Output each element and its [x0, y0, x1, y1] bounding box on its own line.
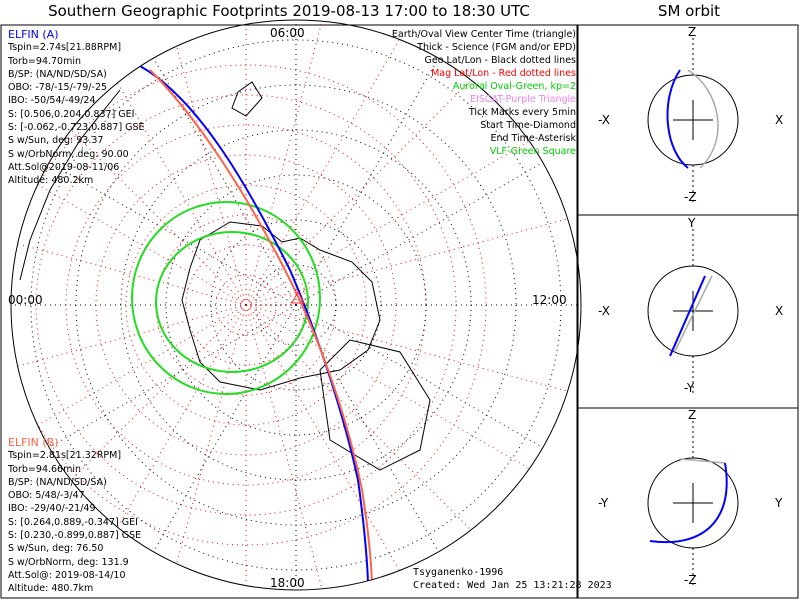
mag-longitude-line	[245, 304, 471, 530]
mag-longitude-line	[245, 304, 567, 392]
mag-longitude-line	[245, 141, 529, 306]
south-america-coastline	[19, 89, 121, 281]
info-line: S w/OrbNorm, deg: 90.00	[8, 148, 129, 160]
sm-panel-3	[647, 421, 739, 585]
sm-axis-label-left: -X	[598, 113, 610, 127]
sm-panel-1	[647, 38, 739, 202]
info-line: Torb=94.66min	[8, 463, 82, 475]
elfin-a-orbit	[649, 462, 728, 544]
legend-item: Thick - Science (FGM and/or EPD)	[417, 42, 576, 53]
view-center-triangle	[291, 290, 305, 304]
elfin-b-track	[149, 69, 373, 589]
info-line: Torb=94.70min	[8, 55, 82, 67]
legend: Earth/Oval View Center Time (triangle) T…	[392, 28, 576, 158]
info-line: IBO: -50/54/-49/24	[8, 95, 96, 107]
legend-item: Geo Lat/Lon - Black dotted lines	[424, 55, 576, 66]
elfin-b-orbit	[674, 275, 713, 352]
info-line: S: [0.230,-0.899,0.887] GSE	[8, 530, 142, 542]
geo-grid	[12, 21, 580, 589]
legend-item: Start Time-Diamond	[480, 120, 576, 131]
mag-longitude-line	[245, 40, 400, 306]
mag-longitude-line	[176, 47, 247, 306]
info-line: S: [0.506,0.204,0.837] GEI	[8, 108, 135, 120]
legend-item: Mag Lat/Lon - Red dotted lines	[431, 68, 576, 79]
geo-longitude-line	[49, 304, 297, 448]
sm-axis-label-bottom: -Z	[684, 190, 697, 204]
map-boundary	[10, 19, 582, 591]
legend-item: VLF-Green Square	[489, 146, 576, 157]
antarctica-coastline	[181, 221, 381, 391]
model-label: Tsyganenko-1996	[413, 567, 504, 578]
elfin-a-orbit	[669, 275, 706, 357]
legend-item: Earth/Oval View Center Time (triangle)	[391, 29, 576, 40]
info-line: S: [0.264,0.889,-0.347] GEI	[8, 516, 138, 528]
sm-orbit-title: SM orbit	[657, 2, 721, 20]
created-label: Created: Wed Jan 25 13:21:28 2023	[413, 580, 612, 591]
info-line: S w/OrbNorm, deg: 131.9	[8, 556, 129, 568]
sm-panel-2	[647, 229, 739, 393]
legend-item: EISCAT-Purple Triangle	[470, 94, 576, 105]
sm-axis-label-top: Y	[688, 216, 696, 230]
info-line: B/SP: (NA/ND/SD/SA)	[8, 476, 107, 488]
elfin-b-orbit	[687, 69, 719, 169]
info-line: Att.Sol@: 2019-08-14/10	[8, 569, 126, 581]
sm-axis-label-left: -Y	[598, 496, 609, 510]
sm-axis-label-right: X	[775, 113, 784, 127]
sm-axis-label-bottom: -Y	[684, 381, 695, 395]
mag-longitude-line	[245, 304, 400, 570]
mag-longitude-line	[176, 304, 247, 563]
elfin-a-track	[139, 65, 369, 589]
sm-axis-label-right: Y	[775, 496, 783, 510]
legend-item: Tick Marks every 5min	[468, 107, 576, 118]
auroral-oval-inner	[155, 231, 309, 373]
geo-longitude-line	[153, 58, 297, 306]
sm-axis-label-left: -X	[598, 304, 610, 318]
map-frame	[0, 24, 578, 599]
info-line: S: [-0.062,-0.723,0.887] GSE	[8, 122, 145, 134]
info-line: Tspin=2.74s[21.88RPM]	[8, 42, 122, 54]
info-line: IBO: -29/40/-21/49	[8, 503, 96, 515]
australia-coastline	[319, 339, 431, 471]
sm-axis-label-bottom: -Z	[684, 573, 697, 587]
mag-longitude-line	[18, 304, 247, 367]
mag-longitude-line	[245, 304, 529, 469]
legend-item: Auroral Oval-Green, kp=2	[452, 81, 576, 92]
elfin-a-info: ELFIN (A) Tspin=2.74s[21.88RPM] Torb=94.7…	[8, 28, 145, 188]
geo-longitude-line	[295, 304, 543, 448]
elfin-b-info: ELFIN (B) Tspin=2.81s[21.32RPM] Torb=94.6…	[8, 436, 141, 596]
legend-item: End Time-Asterisk	[490, 133, 576, 144]
mlt-label-right: 12:00	[532, 293, 567, 307]
info-line: Altitude: 480.7km	[8, 583, 94, 595]
info-line: S w/Sun, deg: 76.50	[8, 543, 104, 555]
mag-longitude-line	[38, 304, 247, 426]
geo-longitude-line	[295, 162, 543, 306]
mlt-label-left: 00:00	[8, 293, 43, 307]
sm-frame	[577, 24, 799, 599]
sm-axis-label-top: Z	[688, 25, 697, 39]
elfin-b-orbit	[679, 458, 726, 464]
info-line: S w/Sun, deg: 93.37	[8, 135, 104, 147]
new-zealand-coastline	[231, 81, 263, 117]
info-line: Tspin=2.81s[21.32RPM]	[8, 450, 122, 462]
sm-axis-label-right: X	[775, 304, 784, 318]
sm-axis-label-top: Z	[688, 408, 697, 422]
mag-longitude-line	[245, 22, 323, 306]
info-line: Altitude: 480.2km	[8, 175, 94, 187]
auroral-oval-outer	[131, 201, 321, 395]
info-line: Att.Sol@2019-08-11/06	[8, 161, 120, 173]
mag-longitude-line	[245, 304, 323, 588]
mag-longitude-line	[71, 130, 247, 306]
elfin-a-name: ELFIN (A)	[8, 28, 59, 41]
elfin-a-orbit	[666, 69, 689, 169]
mag-longitude-line	[71, 304, 247, 480]
plot-title: Southern Geographic Footprints 2019-08-1…	[48, 2, 530, 20]
mlt-label-bottom: 18:00	[270, 576, 305, 590]
info-line: B/SP: (NA/ND/SD/SA)	[8, 68, 107, 80]
elfin-b-name: ELFIN (B)	[8, 436, 59, 449]
info-line: OBO: 5/48/-3/47	[8, 490, 85, 502]
mlt-label-top: 06:00	[270, 26, 305, 40]
info-line: OBO: -78/-15/-79/-25	[8, 82, 108, 94]
